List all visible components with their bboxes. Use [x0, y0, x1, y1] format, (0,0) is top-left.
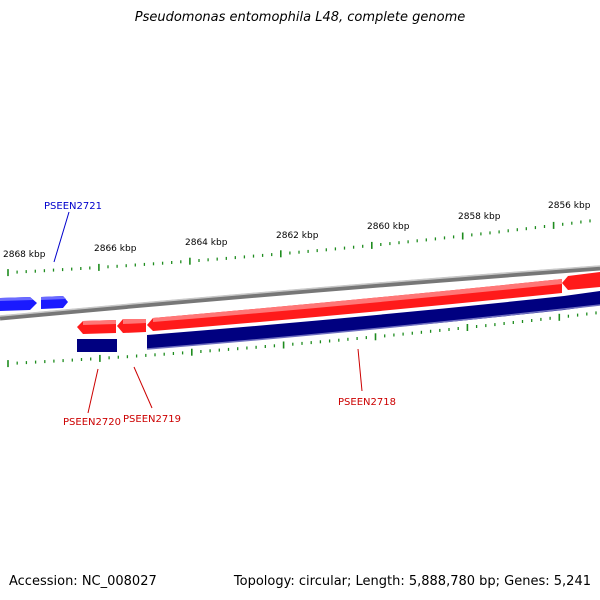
ruler-label-2862: 2862 kbp	[276, 231, 319, 241]
genome-backbone	[0, 265, 600, 321]
ruler-label-2868: 2868 kbp	[3, 250, 46, 260]
gene-label-PSEEN2718: PSEEN2718	[338, 397, 396, 408]
ruler-label-2856: 2856 kbp	[548, 201, 591, 211]
leader-PSEEN2719	[133, 366, 153, 409]
ruler-labels: 2868 kbp 2866 kbp 2864 kbp 2862 kbp 2860…	[3, 201, 591, 260]
cds-band-shadow	[146, 304, 600, 350]
outer-tick-ruler	[7, 219, 591, 277]
gene-label-PSEEN2719: PSEEN2719	[123, 414, 181, 425]
genome-summary: Topology: circular; Length: 5,888,780 bp…	[233, 574, 591, 589]
gene-label-PSEEN2720: PSEEN2720	[63, 417, 121, 428]
gene-PSEEN2718-shade	[153, 279, 562, 322]
cds-band-PSEEN2720	[77, 339, 117, 352]
inner-tick-ruler	[7, 311, 597, 368]
genome-backbone-highlight	[0, 265, 600, 317]
leader-PSEEN2718	[357, 348, 363, 392]
gene-forward-arrow-1-shade	[0, 297, 33, 301]
accession-label: Accession: NC_008027	[9, 574, 157, 589]
gene-PSEEN2719-shade	[123, 319, 146, 324]
ruler-label-2866: 2866 kbp	[94, 244, 137, 254]
cds-band-PSEEN2718	[147, 296, 564, 349]
genome-title: Pseudomonas entomophila L48, complete ge…	[134, 10, 466, 25]
leader-PSEEN2720	[87, 368, 99, 414]
leader-PSEEN2721	[53, 211, 70, 263]
gene-PSEEN2721-shade	[41, 296, 66, 300]
ruler-label-2860: 2860 kbp	[367, 222, 410, 232]
gene-PSEEN2720-shade	[83, 320, 116, 325]
ruler-label-2858: 2858 kbp	[458, 212, 501, 222]
ruler-label-2864: 2864 kbp	[185, 238, 228, 248]
cds-band-right	[564, 291, 600, 310]
gene-right-reverse-arrow	[562, 272, 600, 290]
gene-label-PSEEN2721: PSEEN2721	[44, 201, 102, 212]
